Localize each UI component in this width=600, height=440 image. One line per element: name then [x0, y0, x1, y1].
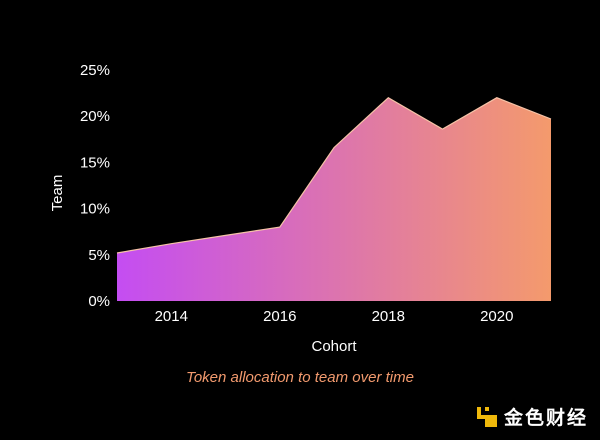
y-tick-label: 10% [80, 201, 110, 218]
y-tick-label: 15% [80, 154, 110, 171]
y-axis-title: Team [49, 175, 66, 212]
y-axis-ticks: 0% 5% 10% 15% 20% 25% [80, 62, 110, 310]
x-tick-label: 2020 [480, 308, 513, 325]
binance-diamond-logo-icon [476, 406, 497, 427]
watermark: 金色财经 [476, 403, 588, 430]
y-tick-label: 20% [80, 108, 110, 125]
team-area-edge [116, 96, 552, 254]
y-tick-label: 25% [80, 62, 110, 79]
y-tick-label: 0% [88, 293, 110, 310]
x-tick-label: 2016 [263, 308, 296, 325]
chart-caption: Token allocation to team over time [186, 369, 414, 386]
team-area-series [117, 97, 551, 301]
x-tick-label: 2014 [155, 308, 188, 325]
x-tick-label: 2018 [372, 308, 405, 325]
watermark-text: 金色财经 [503, 407, 588, 429]
x-axis-title: Cohort [311, 338, 357, 355]
y-tick-label: 5% [88, 247, 110, 264]
x-axis-ticks: 2014 2016 2018 2020 [155, 308, 514, 325]
